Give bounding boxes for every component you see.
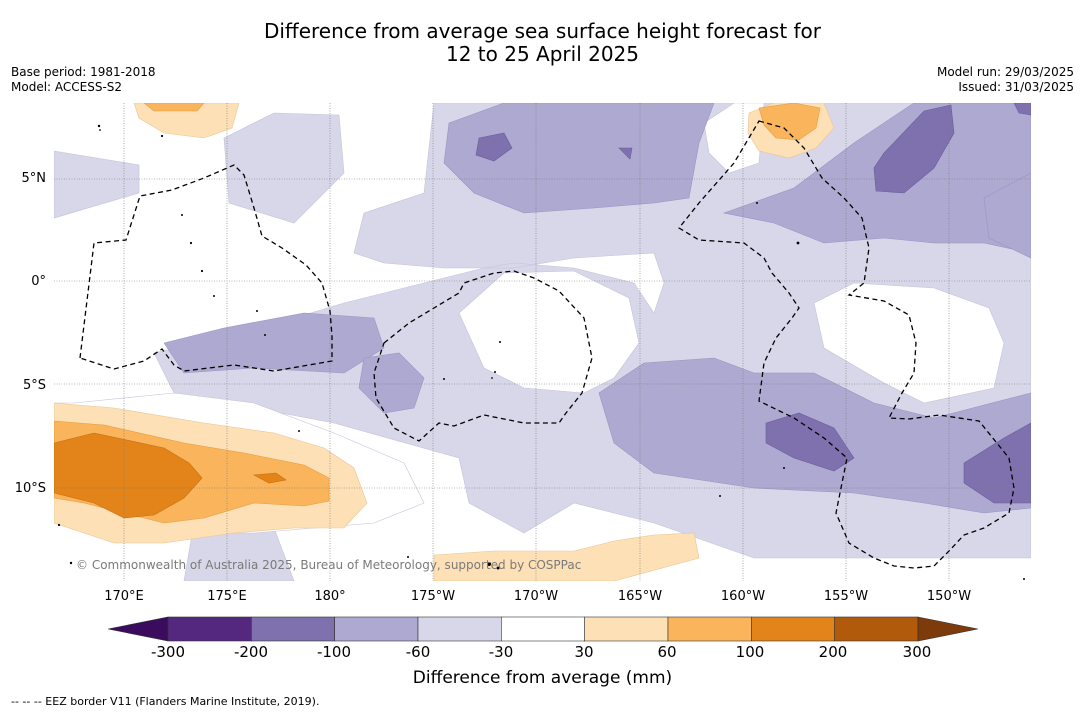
- colorbar: [108, 616, 978, 642]
- colorbar-tick: -60: [405, 643, 431, 661]
- lon-label-170e: 170°E: [104, 589, 144, 604]
- colorbar-tick: 100: [735, 643, 765, 661]
- colorbar-tick: 60: [657, 643, 677, 661]
- colorbar-cells: [167, 616, 919, 642]
- lon-label-180: 180°: [314, 589, 346, 604]
- lon-label-155w: 155°W: [823, 589, 869, 604]
- colorbar-extend-low: [108, 616, 169, 642]
- colorbar-tick: 200: [818, 643, 848, 661]
- eez-borders: [79, 120, 1015, 569]
- colorbar-tick: 30: [574, 643, 594, 661]
- colorbar-tick: -30: [488, 643, 514, 661]
- graticule: [54, 103, 1031, 581]
- colorbar-cell: [167, 616, 252, 642]
- model-run: Model run: 29/03/2025: [936, 65, 1074, 79]
- colorbar-cell: [834, 616, 919, 642]
- title-line-2: 12 to 25 April 2025: [445, 42, 640, 66]
- colorbar-cell: [667, 616, 752, 642]
- colorbar-cell: [417, 616, 502, 642]
- model-name: Model: ACCESS-S2: [11, 80, 123, 94]
- lon-label-165w: 165°W: [617, 589, 663, 604]
- title-line-1: Difference from average sea surface heig…: [263, 19, 822, 43]
- anomaly-zone-dark-orange: [54, 432, 287, 519]
- base-period: Base period: 1981-2018: [11, 65, 156, 79]
- colorbar-cell: [584, 616, 669, 642]
- lon-label-170w: 170°W: [513, 589, 559, 604]
- map-title: Difference from average sea surface heig…: [0, 20, 1085, 66]
- lat-label-5n: 5°N: [21, 171, 47, 186]
- lon-label-150w: 150°W: [926, 589, 972, 604]
- colorbar-cell: [501, 616, 585, 642]
- colorbar-tick: -200: [233, 643, 269, 661]
- sea-height-map: [54, 103, 1031, 581]
- colorbar-cell: [751, 616, 835, 642]
- lon-label-175w: 175°W: [410, 589, 456, 604]
- meta-right: Model run: 29/03/2025 Issued: 31/03/2025: [937, 65, 1074, 95]
- colorbar-tick: -100: [316, 643, 352, 661]
- lon-label-175e: 175°E: [207, 589, 247, 604]
- colorbar-tick: -300: [150, 643, 186, 661]
- eez-legend: -- -- -- EEZ border V11 (Flanders Marine…: [11, 695, 320, 708]
- colorbar-extend-high: [917, 616, 978, 642]
- colorbar-tick: 300: [902, 643, 932, 661]
- colorbar-title: Difference from average (mm): [412, 668, 673, 688]
- colorbar-cell: [251, 616, 335, 642]
- colorbar-cell: [334, 616, 419, 642]
- lat-label-0: 0°: [31, 274, 46, 289]
- lat-label-5s: 5°S: [22, 378, 46, 393]
- anomaly-zone-dark-purple: [475, 103, 1031, 504]
- island-markers: [57, 124, 1025, 580]
- issued-date: Issued: 31/03/2025: [958, 80, 1074, 94]
- lat-label-10s: 10°S: [14, 481, 46, 496]
- meta-left: Base period: 1981-2018 Model: ACCESS-S2: [11, 65, 156, 95]
- lon-label-160w: 160°W: [720, 589, 766, 604]
- copyright-credit: © Commonwealth of Australia 2025, Bureau…: [76, 558, 582, 572]
